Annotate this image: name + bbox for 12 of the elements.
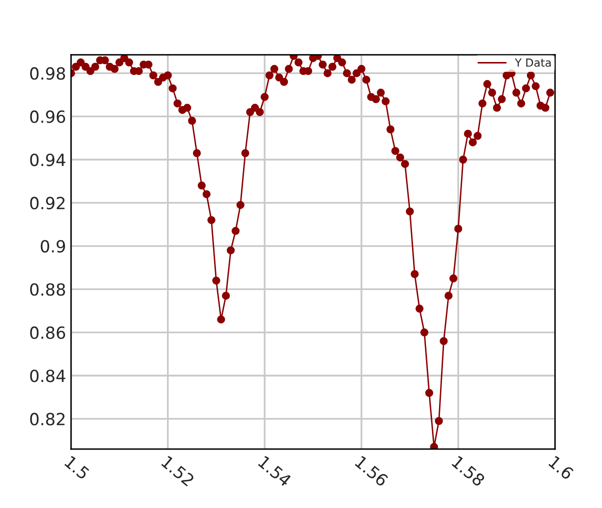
y-tick-label: 0.9 [40, 240, 66, 253]
x-tick-label: 1.6 [548, 455, 574, 480]
y-tick-label: 0.96 [30, 110, 66, 123]
y-tick-label: 0.86 [30, 326, 66, 339]
y-tick-label: 0.88 [30, 283, 66, 296]
y-tick-label: 0.98 [30, 67, 66, 80]
y-tick-label: 0.84 [30, 370, 66, 382]
x-tick-label: 1.5 [64, 456, 90, 480]
y-tick-label: 0.94 [30, 154, 66, 166]
y-tick-label: 0.82 [30, 412, 65, 426]
y-tick-label: 0.92 [30, 196, 65, 210]
legend-label: Y Data [514, 58, 551, 67]
